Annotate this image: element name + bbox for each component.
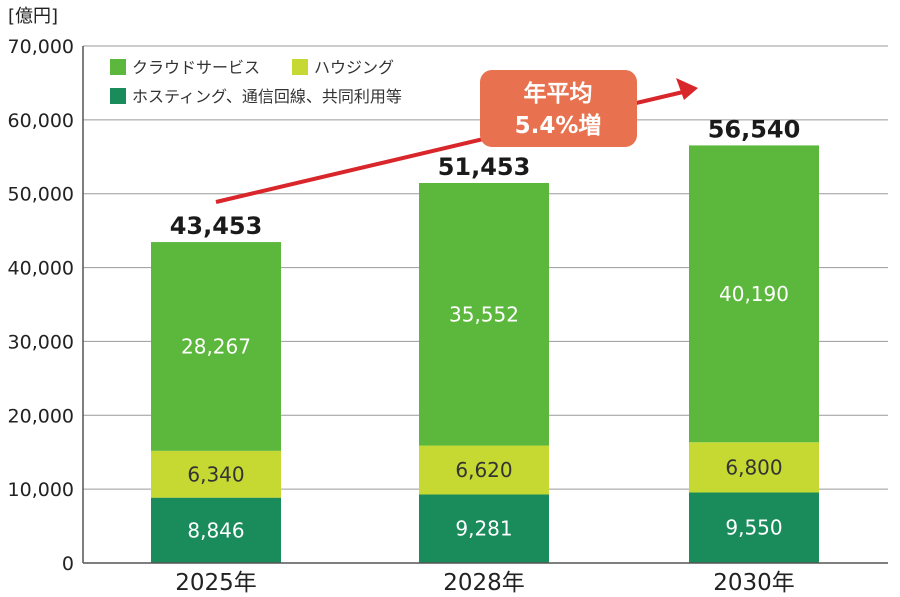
bar-segment — [419, 494, 549, 563]
x-axis-categories: 2025年 2028年 2030年 — [175, 570, 795, 596]
legend-swatch — [292, 59, 308, 75]
bar-total-label: 43,453 — [170, 212, 263, 240]
y-tick-label: 50,000 — [8, 184, 74, 206]
growth-annotation: 年平均 5.4%増 — [215, 70, 698, 204]
bar-segment — [419, 445, 549, 495]
segment-value-label: 9,281 — [455, 517, 512, 541]
bar-segment — [689, 145, 819, 443]
segment-value-label: 8,846 — [187, 518, 244, 542]
x-category-label: 2030年 — [713, 570, 795, 596]
bar-total-label: 51,453 — [438, 153, 531, 181]
bar-segment — [151, 242, 281, 451]
bar-segment — [689, 492, 819, 563]
bars: 8,846 6,340 28,267 9,281 6,620 35,552 9,550 6,8… — [151, 145, 819, 563]
y-tick-label: 10,000 — [8, 479, 74, 501]
segment-value-label: 6,800 — [725, 455, 782, 479]
y-tick-label: 20,000 — [8, 405, 74, 427]
y-tick-label: 60,000 — [8, 110, 74, 132]
growth-label-box — [480, 70, 637, 147]
bar-segment — [419, 182, 549, 446]
segment-value-label: 40,190 — [719, 282, 789, 306]
growth-arrow-head — [676, 78, 698, 100]
legend-swatch — [110, 59, 126, 75]
segment-value-label: 6,340 — [187, 462, 244, 486]
unit-label: [億円] — [8, 6, 58, 27]
bar-segment — [151, 497, 281, 563]
bar-total-label: 56,540 — [708, 115, 801, 143]
segment-value-label: 9,550 — [725, 516, 782, 540]
y-axis-ticks: 0 10,000 20,000 30,000 40,000 50,000 60,000 70,… — [8, 36, 74, 575]
legend-swatch — [110, 88, 126, 104]
y-tick-label: 40,000 — [8, 258, 74, 280]
x-category-label: 2028年 — [443, 570, 525, 596]
growth-label-line1: 年平均 — [524, 80, 593, 107]
y-tick-label: 30,000 — [8, 331, 74, 353]
x-category-label: 2025年 — [175, 570, 257, 596]
bar-segment — [151, 450, 281, 498]
growth-label-line2: 5.4%増 — [515, 112, 602, 139]
legend-label: クラウドサービス — [132, 58, 260, 77]
y-tick-label: 70,000 — [8, 36, 74, 58]
segment-value-label: 28,267 — [181, 334, 251, 358]
segment-value-label: 6,620 — [455, 458, 512, 482]
bar-segment — [689, 442, 819, 493]
bar-totals: 43,453 51,453 56,540 — [170, 115, 801, 240]
legend-label: ホスティング、通信回線、共同利用等 — [132, 87, 402, 106]
legend-label: ハウジング — [314, 58, 394, 77]
segment-value-label: 35,552 — [449, 302, 519, 326]
y-tick-label: 0 — [62, 553, 74, 575]
